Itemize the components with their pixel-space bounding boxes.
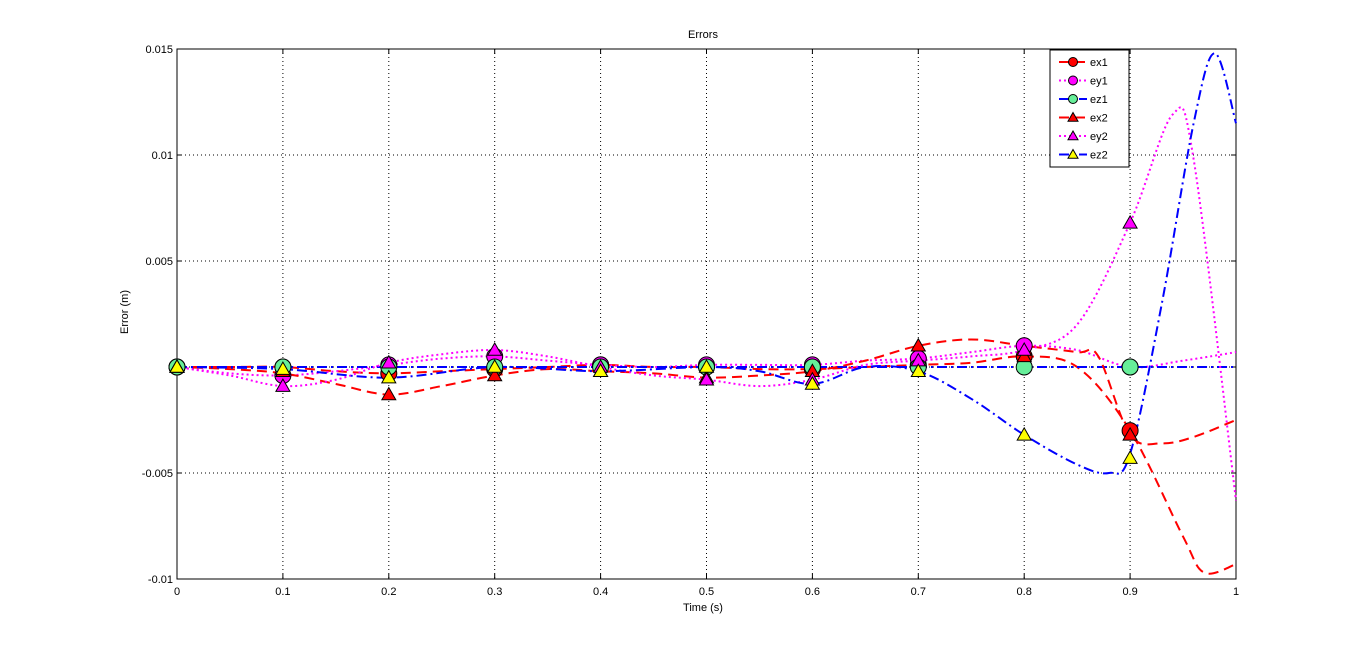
legend-label-ey1: ey1 [1090, 76, 1108, 88]
marker-ey2 [698, 371, 715, 386]
grid [177, 49, 1236, 579]
y-tick-label: -0.005 [142, 468, 173, 480]
x-tick-label: 0.2 [381, 586, 396, 598]
legend-label-ex2: ex2 [1090, 113, 1108, 125]
x-tick-label: 0.5 [699, 586, 714, 598]
y-tick-label: 0.005 [145, 256, 173, 268]
legend-marker-ex2 [1067, 111, 1079, 122]
marker-ez2 [275, 361, 291, 375]
series-markers [168, 214, 1139, 464]
marker-ez2 [169, 358, 185, 373]
y-tick-label: -0.01 [148, 574, 173, 586]
legend-label-ex1: ex1 [1090, 57, 1108, 69]
legend-marker-ey1 [1068, 75, 1078, 86]
marker-ey2 [275, 378, 291, 392]
x-tick-label: 0.1 [275, 586, 290, 598]
marker-ez2 [910, 363, 927, 377]
marker-ez2 [698, 358, 715, 373]
legend-marker-ey2 [1067, 129, 1079, 141]
marker-ey2 [1122, 214, 1138, 229]
legend-label-ez2: ez2 [1090, 150, 1108, 162]
legend: ex1 ey1 ez1 ex2 ey2 ez2 [1049, 49, 1130, 168]
series-line-ex2 [176, 338, 1237, 446]
x-tick-label: 0.6 [805, 586, 820, 598]
axis-ticks: 0 0.1 0.2 0.3 0.4 0.5 0.6 0.7 0.8 0.9 1 -0.01 -0.005… [142, 44, 1239, 598]
legend-marker-ez1 [1068, 94, 1078, 104]
marker-ey2 [380, 354, 397, 369]
x-axis-label: Time (s) [683, 602, 723, 614]
y-tick-label: 0.01 [152, 150, 173, 162]
x-tick-label: 0.8 [1017, 586, 1032, 598]
marker-ez2 [486, 358, 503, 373]
x-tick-label: 0 [174, 586, 180, 598]
legend-label-ez1: ez1 [1090, 94, 1108, 106]
y-tick-label: 0.015 [145, 44, 173, 56]
marker-ez2 [804, 375, 821, 390]
x-tick-label: 0.3 [487, 586, 502, 598]
marker-ex2 [1122, 426, 1138, 441]
x-tick-label: 1 [1233, 586, 1239, 598]
y-axis-label: Error (m) [119, 290, 131, 334]
marker-ey2 [486, 342, 503, 356]
legend-label-ey2: ey2 [1090, 131, 1108, 143]
marker-ez1 [1121, 358, 1139, 376]
chart-title: Errors [688, 29, 718, 41]
marker-ex2 [910, 337, 927, 352]
x-tick-label: 0.9 [1122, 586, 1137, 598]
legend-box [1049, 49, 1130, 168]
marker-ey2 [1016, 342, 1033, 356]
marker-ez2 [380, 369, 397, 384]
marker-ex2 [380, 386, 397, 401]
marker-ex2 [486, 367, 503, 382]
x-tick-label: 0.7 [911, 586, 926, 598]
marker-ez2 [1122, 450, 1138, 464]
x-tick-label: 0.4 [593, 586, 608, 598]
legend-marker-ex1 [1068, 57, 1078, 67]
marker-ez2 [592, 363, 609, 377]
legend-marker-ez2 [1067, 148, 1079, 159]
marker-ez2 [1016, 426, 1033, 441]
